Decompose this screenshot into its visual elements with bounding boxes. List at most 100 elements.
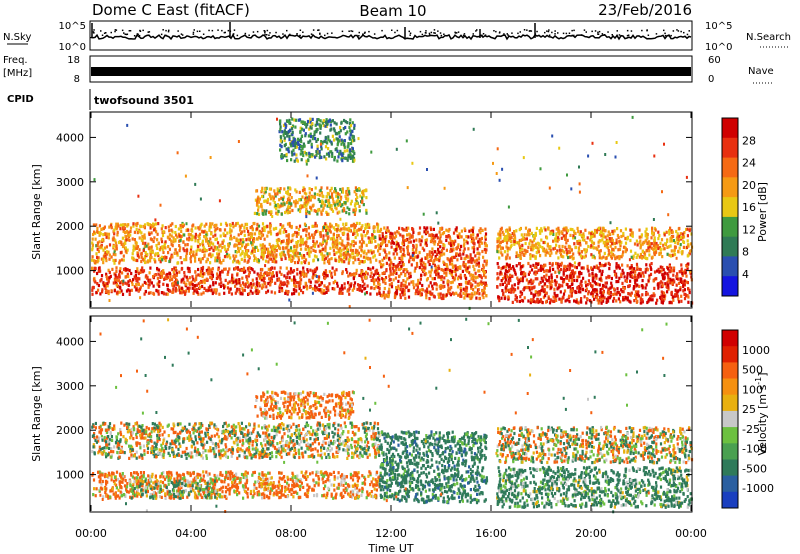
rti-cell <box>504 272 507 276</box>
rti-cell <box>496 240 499 244</box>
rti-cell <box>314 221 317 225</box>
rti-cell <box>205 239 208 243</box>
rti-cell <box>474 254 477 258</box>
rti-cell <box>293 278 296 282</box>
rti-cell <box>383 226 386 230</box>
rti-cell <box>515 295 518 300</box>
rti-cell <box>395 271 398 275</box>
nsearch-point <box>129 30 132 32</box>
rti-cell <box>398 261 401 265</box>
rti-cell <box>161 233 165 238</box>
rti-cell <box>134 258 137 262</box>
rti-cell <box>381 232 384 236</box>
rti-cell <box>550 251 553 255</box>
noise-trace <box>90 22 692 41</box>
nsearch-point <box>454 31 456 34</box>
rti-cell <box>180 267 183 271</box>
rti-cell <box>343 260 346 264</box>
rti-cell <box>149 259 152 263</box>
rti-cell <box>352 210 355 214</box>
rti-cell <box>301 237 304 241</box>
rti-cell <box>267 247 270 251</box>
nsearch-point <box>133 35 136 37</box>
rti-cell <box>478 237 481 241</box>
rti-cell <box>569 285 572 289</box>
rti-cell <box>176 235 179 239</box>
rti-cell <box>615 292 618 296</box>
rti-cell <box>459 266 462 270</box>
rti-cell <box>514 272 517 276</box>
rti-cell <box>253 254 256 258</box>
rti-cell <box>576 226 579 230</box>
rti-cell <box>338 200 341 204</box>
rti-cell <box>261 228 264 232</box>
rti-cell <box>180 234 183 238</box>
rti-cell <box>606 239 609 243</box>
rti-cell <box>670 236 673 240</box>
rti-cell <box>268 272 271 276</box>
rti-cell <box>540 229 543 233</box>
rti-cell <box>289 271 292 275</box>
rti-cell <box>110 226 113 230</box>
nsearch-point <box>358 31 360 34</box>
rti-cell <box>381 258 384 262</box>
rti-cell <box>248 270 251 275</box>
rti-cell <box>178 285 181 289</box>
rti-cell <box>564 234 567 238</box>
rti-cell <box>686 227 689 231</box>
rti-cell <box>415 283 418 287</box>
rti-cell <box>441 284 444 288</box>
rti-cell <box>120 280 123 284</box>
rti-cell <box>520 238 523 242</box>
rti-cell <box>363 282 366 286</box>
rti-cell <box>680 250 683 254</box>
rti-cell <box>591 240 594 245</box>
rti-cell <box>460 256 463 260</box>
rti-cell <box>197 273 200 277</box>
rti-cell <box>286 190 289 194</box>
rti-cell <box>150 238 153 242</box>
rti-cell <box>332 281 335 285</box>
rti-cell <box>112 252 115 256</box>
rti-cell <box>644 270 647 274</box>
rti-cell <box>616 255 619 259</box>
rti-cell <box>209 252 212 256</box>
rti-cell <box>132 224 135 228</box>
rti-cell <box>121 236 124 240</box>
rti-cell <box>300 278 303 282</box>
rti-cell <box>108 253 111 257</box>
rti-cell <box>641 300 644 304</box>
rti-cell <box>573 299 576 303</box>
rti-cell <box>168 229 171 233</box>
nave-tick-high: 60 <box>708 55 721 66</box>
nsearch-point <box>105 32 107 34</box>
rti-cell <box>580 256 583 260</box>
nsearch-point <box>547 30 550 33</box>
rti-cell <box>329 189 332 193</box>
rti-cell <box>426 226 429 230</box>
rti-cell <box>685 227 688 232</box>
rti-cell <box>334 187 337 191</box>
rti-cell <box>107 268 110 272</box>
rti-cell <box>328 195 331 199</box>
rti-cell <box>110 255 113 259</box>
rti-cell <box>572 274 575 278</box>
rti-cell <box>210 232 213 236</box>
rti-cell <box>388 256 391 260</box>
rti-cell <box>655 277 658 281</box>
rti-cell <box>115 244 118 248</box>
rti-cell <box>461 269 464 273</box>
rti-cell <box>115 227 118 231</box>
rti-cell <box>217 248 220 252</box>
rti-cell <box>597 244 600 248</box>
rti-cell <box>395 243 398 247</box>
rti-cell <box>428 254 432 258</box>
rti-cell <box>297 258 300 262</box>
rti-cell <box>376 222 379 226</box>
rti-cell <box>613 269 616 274</box>
rti-cell <box>298 280 302 284</box>
rti-cell <box>128 238 131 242</box>
rti-cell <box>407 240 410 244</box>
nsearch-point <box>263 30 265 32</box>
rti-cell <box>626 276 629 280</box>
